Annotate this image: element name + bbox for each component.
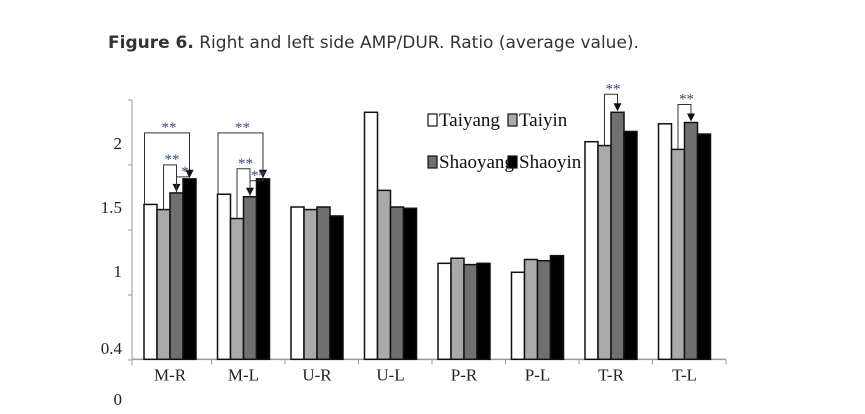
bar-shaoyang-u-l (389, 206, 405, 361)
arrow-icon (259, 169, 267, 178)
bar-shaoyang-p-l (536, 260, 552, 361)
legend-swatch-shaoyang (427, 155, 438, 169)
bar-shaoyin-p-l (549, 254, 565, 361)
legend-swatch-taiyin (507, 113, 518, 127)
significance-label: ** (165, 152, 180, 168)
bar-shaoyin-u-l (402, 207, 418, 361)
bar-shaoyang-m-r (169, 192, 184, 361)
significance-bracket (236, 168, 251, 219)
bar-taiyin-m-r (156, 208, 171, 361)
significance-bracket (604, 93, 618, 146)
bar-shaoyin-p-r (476, 262, 491, 361)
bar-taiyin-m-l (229, 217, 245, 361)
bar-taiyin-u-r (303, 208, 318, 361)
legend-label-taiyang: Taiyang (439, 110, 500, 131)
legend-label-shaoyin: Shaoyin (519, 152, 582, 173)
arrow-icon (613, 103, 622, 112)
bar-shaoyang-p-r (463, 263, 478, 361)
y-tick-label: 0.4 (101, 339, 123, 358)
arrow-icon (687, 113, 695, 122)
x-tick-label: U-L (376, 365, 404, 384)
x-tick-label: M-L (228, 365, 259, 384)
caption-text: Right and left side AMP/DUR. Ratio (aver… (193, 33, 639, 53)
figure-caption: Figure 6. Right and left side AMP/DUR. R… (108, 33, 639, 53)
y-tick-label: 2 (114, 134, 123, 153)
bar-shaoyin-m-l (255, 178, 271, 361)
significance-bracket (163, 164, 177, 210)
legend-label-taiyin: Taiyin (519, 110, 568, 131)
bar-shaoyang-t-r (610, 111, 625, 361)
significance-label: ** (251, 168, 266, 184)
bar-taiyang-m-l (216, 193, 232, 361)
significance-bracket (217, 132, 264, 195)
figure-label: Figure 6. (108, 33, 194, 53)
significance-label: ** (235, 120, 250, 136)
bar-taiyang-t-r (584, 140, 599, 361)
legend-swatch-shaoyin (507, 155, 518, 169)
bar-shaoyang-u-r (316, 206, 331, 361)
x-tick-label: T-L (672, 365, 697, 384)
y-tick-label: 0 (114, 390, 123, 409)
bar-shaoyin-t-l (696, 133, 712, 361)
bar-taiyin-t-r (597, 144, 612, 361)
legend-label-shaoyang: Shaoyang (439, 152, 514, 173)
bar-taiyin-p-r (450, 257, 465, 361)
x-tick-label: T-R (598, 365, 624, 384)
x-tick-label: U-R (302, 365, 332, 384)
arrow-icon (185, 169, 194, 178)
bar-taiyin-p-l (523, 258, 539, 361)
bar-taiyang-u-l (363, 111, 379, 361)
bar-taiyang-p-r (437, 262, 452, 361)
x-tick-label: M-R (154, 365, 187, 384)
bar-shaoyin-u-r (329, 215, 344, 361)
x-tick-label: P-L (525, 365, 551, 384)
y-tick-label: 1.5 (101, 198, 122, 217)
bar-shaoyin-t-r (623, 130, 638, 361)
bar-shaoyin-m-r (182, 178, 197, 361)
significance-bracket (144, 132, 190, 205)
legend-swatch-taiyang (427, 113, 438, 127)
bar-taiyang-u-r (290, 206, 305, 361)
bar-shaoyang-t-l (683, 121, 699, 361)
bar-taiyang-p-l (510, 271, 526, 361)
significance-bracket (677, 104, 692, 150)
significance-label: ** (606, 81, 621, 97)
significance-label: * (181, 164, 189, 180)
y-tick-label: 1 (114, 262, 123, 281)
x-tick-label: P-R (451, 365, 478, 384)
bar-shaoyang-m-l (242, 196, 258, 361)
bar-taiyang-m-r (143, 203, 158, 361)
significance-label: ** (238, 156, 253, 172)
significance-label: ** (679, 92, 694, 108)
significance-label: ** (162, 120, 177, 136)
bar-taiyin-t-l (670, 148, 686, 361)
bar-taiyin-u-l (376, 189, 392, 361)
bar-taiyang-t-l (657, 123, 673, 361)
